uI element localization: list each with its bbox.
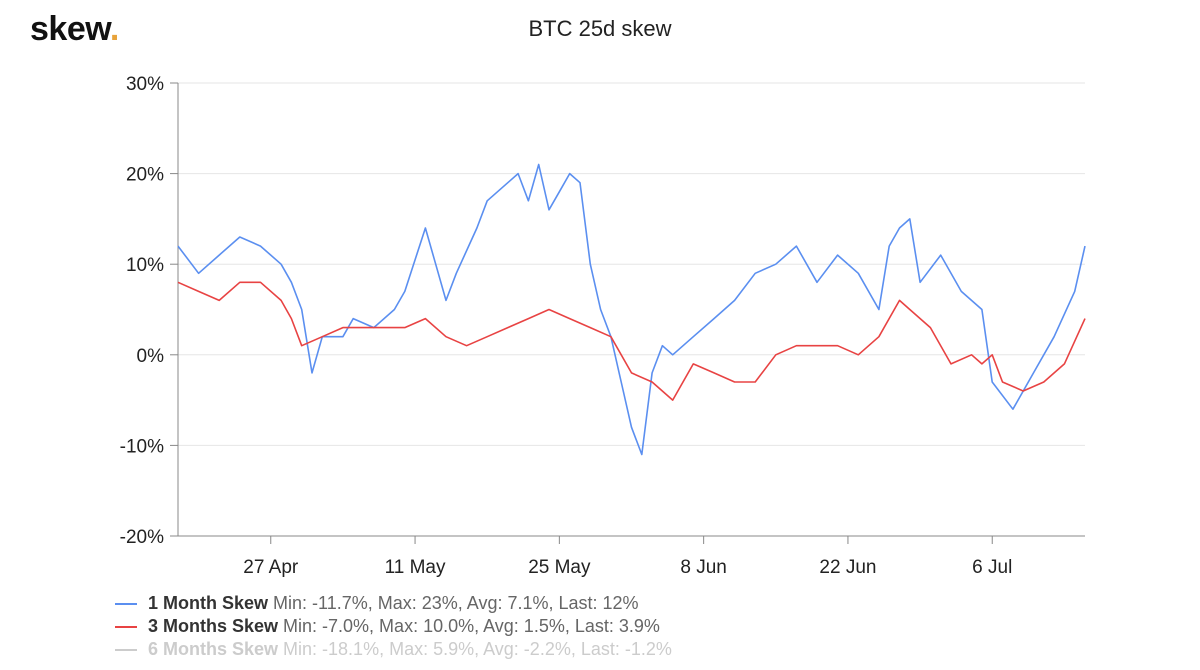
x-axis-ticks: 27 Apr 11 May 25 May 8 Jun 22 Jun 6 Jul bbox=[243, 557, 1012, 578]
series-line-3-months-skew bbox=[177, 281, 1086, 401]
skew-logo: skew. bbox=[30, 10, 119, 49]
x-tick-label: 25 May bbox=[528, 557, 591, 578]
logo-text: skew bbox=[30, 10, 110, 48]
legend: 1 Month Skew Min: -11.7%, Max: 23%, Avg:… bbox=[115, 592, 672, 661]
series-line-1-month-skew bbox=[177, 163, 1086, 456]
legend-label: 6 Months Skew bbox=[148, 639, 279, 659]
legend-swatch-6-months bbox=[115, 648, 137, 651]
x-tick-label: 22 Jun bbox=[819, 557, 876, 578]
legend-item-3-months[interactable]: 3 Months Skew Min: -7.0%, Max: 10.0%, Av… bbox=[115, 615, 672, 638]
axes bbox=[170, 82, 1085, 544]
x-tick-label: 27 Apr bbox=[243, 557, 299, 578]
y-tick-label: 20% bbox=[126, 165, 164, 186]
y-tick-label: -10% bbox=[120, 436, 164, 457]
x-tick-label: 6 Jul bbox=[972, 557, 1012, 578]
y-tick-label: 10% bbox=[126, 255, 164, 276]
legend-label: 3 Months Skew bbox=[148, 616, 279, 636]
y-axis-ticks: 30% 20% 10% 0% -10% -20% bbox=[120, 74, 164, 548]
x-tick-label: 11 May bbox=[385, 557, 446, 578]
legend-stats: Min: -7.0%, Max: 10.0%, Avg: 1.5%, Last:… bbox=[283, 616, 660, 636]
logo-dot: . bbox=[109, 10, 119, 48]
x-tick-label: 8 Jun bbox=[680, 557, 726, 578]
legend-stats: Min: -11.7%, Max: 23%, Avg: 7.1%, Last: … bbox=[273, 593, 639, 613]
legend-swatch-3-months bbox=[115, 625, 137, 628]
chart-title: BTC 25d skew bbox=[528, 16, 672, 41]
legend-item-1-month[interactable]: 1 Month Skew Min: -11.7%, Max: 23%, Avg:… bbox=[115, 592, 672, 615]
legend-swatch-1-month bbox=[115, 602, 137, 605]
y-tick-label: 30% bbox=[126, 74, 164, 95]
legend-item-6-months[interactable]: 6 Months Skew Min: -18.1%, Max: 5.9%, Av… bbox=[115, 638, 672, 661]
legend-label: 1 Month Skew bbox=[148, 593, 269, 613]
y-tick-label: 0% bbox=[137, 346, 165, 367]
grid-lines bbox=[178, 82, 1085, 446]
legend-stats: Min: -18.1%, Max: 5.9%, Avg: -2.2%, Last… bbox=[283, 639, 672, 659]
series-lines bbox=[177, 163, 1086, 456]
y-tick-label: -20% bbox=[120, 527, 164, 548]
